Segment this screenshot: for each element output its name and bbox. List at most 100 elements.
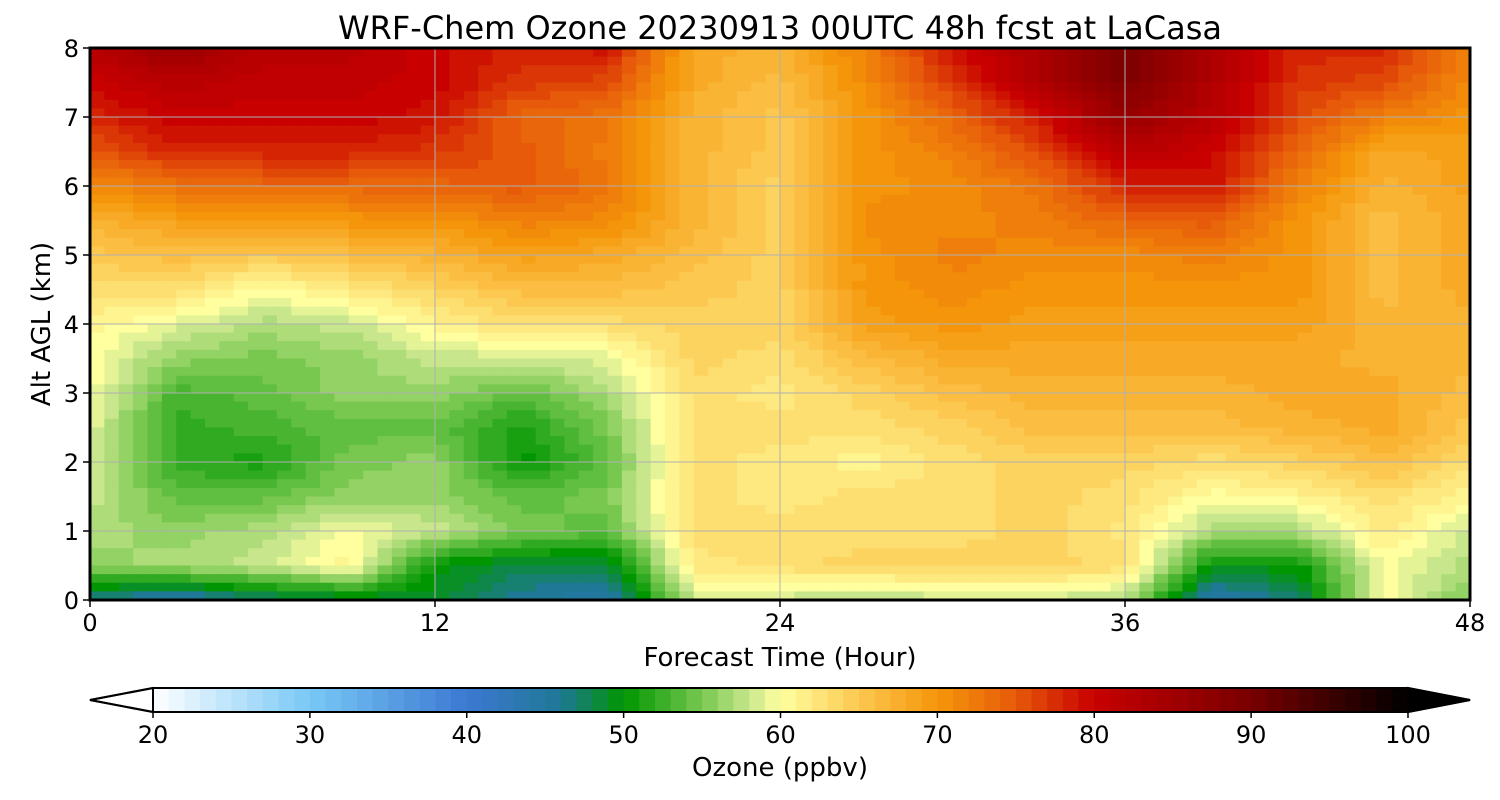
heatmap-cell [665,444,680,454]
heatmap-cell [118,487,134,498]
heatmap-cell [1240,186,1255,196]
heatmap-cell [1340,384,1356,394]
heatmap-cell [363,470,379,480]
heatmap-cell [233,99,249,109]
heatmap-cell [435,177,450,187]
heatmap-cell [923,142,939,153]
heatmap-cell [765,56,781,66]
heatmap-cell [190,255,206,265]
heatmap-cell [219,48,235,58]
heatmap-cell [161,99,177,109]
heatmap-cell [320,444,335,454]
heatmap-cell [679,186,695,196]
heatmap-cell [995,384,1011,394]
heatmap-cell [1182,194,1198,204]
heatmap-cell [938,470,954,480]
heatmap-cell [1240,393,1255,403]
heatmap-cell [219,306,235,316]
heatmap-cell [1383,255,1399,265]
heatmap-cell [1153,280,1169,291]
heatmap-cell [262,289,278,299]
heatmap-cell [1038,462,1054,472]
heatmap-cell [190,65,206,75]
heatmap-cell [679,410,695,420]
heatmap-cell [794,436,810,446]
heatmap-cell [521,306,537,316]
heatmap-cell [1125,211,1140,222]
heatmap-cell [1211,315,1227,325]
heatmap-cell [219,73,235,84]
heatmap-cell [593,117,609,127]
heatmap-cell [1010,263,1025,273]
heatmap-cell [1398,125,1414,135]
heatmap-cell [1426,211,1442,222]
heatmap-cell [1369,203,1385,213]
heatmap-cell [147,401,163,411]
heatmap-cell [636,186,652,196]
heatmap-cell [1398,160,1414,170]
heatmap-cell [866,306,882,316]
heatmap-cell [1455,349,1471,360]
heatmap-cell [1455,229,1471,239]
heatmap-cell [276,255,292,265]
heatmap-cell [866,56,882,66]
heatmap-cell [693,462,709,472]
heatmap-cell [1067,246,1083,256]
heatmap-cell [521,151,537,161]
heatmap-cell [1455,237,1471,247]
heatmap-cell [1067,142,1083,153]
heatmap-cell [291,177,307,187]
heatmap-cell [1326,332,1342,342]
heatmap-cell [420,462,436,472]
heatmap-cell [535,73,551,84]
heatmap-cell [118,99,134,109]
heatmap-cell [550,487,565,498]
heatmap-cell [722,444,738,454]
heatmap-cell [420,427,436,437]
heatmap-cell [248,125,264,135]
heatmap-cell [1268,349,1284,360]
heatmap-cell [1240,470,1255,480]
heatmap-cell [808,229,824,239]
heatmap-cell [320,332,335,342]
heatmap-cell [736,384,752,394]
heatmap-cell [320,384,335,394]
heatmap-cell [1383,117,1399,127]
heatmap-cell [377,401,393,411]
heatmap-cell [1067,56,1083,66]
heatmap-cell [808,462,824,472]
heatmap-cell [1369,401,1385,411]
heatmap-cell [607,393,623,403]
heatmap-cell [880,99,896,109]
heatmap-cell [118,160,134,170]
heatmap-cell [291,315,307,325]
heatmap-cell [90,117,105,127]
heatmap-cell [1225,315,1241,325]
heatmap-cell [233,134,249,144]
heatmap-cell [377,65,393,75]
heatmap-cell [1225,246,1241,256]
heatmap-cell [995,82,1011,92]
heatmap-cell [1297,289,1313,299]
heatmap-cell [621,48,637,58]
heatmap-cell [1211,142,1227,153]
heatmap-cell [449,384,465,394]
heatmap-cell [1412,237,1428,247]
heatmap-cell [118,470,134,480]
heatmap-cell [1182,56,1198,66]
heatmap-cell [923,470,939,480]
heatmap-cell [1153,255,1169,265]
heatmap-cell [1340,91,1356,101]
heatmap-cell [305,65,321,75]
heatmap-cell [1196,444,1212,454]
heatmap-cell [492,384,508,394]
heatmap-cell [435,332,450,342]
heatmap-cell [348,134,364,144]
heatmap-cell [1369,462,1385,472]
heatmap-cell [794,341,810,351]
heatmap-cell [1010,324,1025,334]
heatmap-cell [492,324,508,334]
heatmap-cell [1010,298,1025,308]
heatmap-cell [621,263,637,273]
heatmap-cell [1326,453,1342,463]
